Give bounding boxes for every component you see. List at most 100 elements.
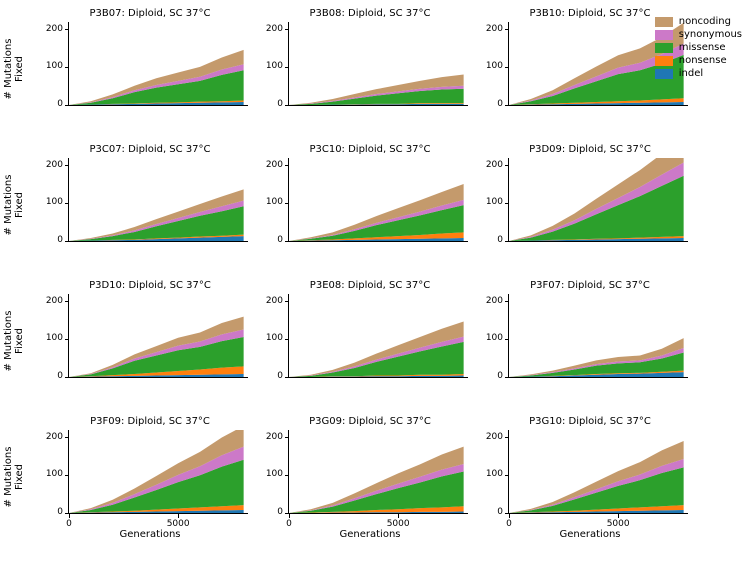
y-tick-label: 100: [35, 334, 63, 343]
subplot: P3E08: Diploid, SC 37°C 0100200: [270, 282, 470, 400]
subplot: P3B08: Diploid, SC 37°C 0100200: [270, 10, 470, 128]
stacked-area-chart: [69, 22, 248, 105]
plot-area: 0100200: [288, 158, 468, 242]
legend-label: synonymous: [679, 29, 742, 40]
subplot-grid: P3B07: Diploid, SC 37°C# MutationsFixed0…: [50, 10, 746, 536]
y-tick-label: 100: [475, 62, 503, 71]
plot-area: 0100200: [68, 22, 248, 106]
stacked-area-chart: [289, 22, 468, 105]
y-tick-label: 100: [475, 470, 503, 479]
y-tick-label: 0: [35, 100, 63, 109]
subplot: P3G10: Diploid, SC 37°CGenerations010020…: [490, 418, 690, 536]
subplot-title: P3G10: Diploid, SC 37°C: [490, 416, 690, 427]
x-axis-label: Generations: [270, 529, 470, 540]
legend-item-indel: indel: [655, 68, 742, 79]
plot-area: 010020005000: [68, 430, 248, 514]
y-tick-label: 100: [255, 198, 283, 207]
y-tick-label: 100: [35, 198, 63, 207]
plot-area: 0100200: [508, 294, 688, 378]
x-tick-label: 5000: [158, 520, 198, 529]
y-tick-label: 200: [255, 161, 283, 170]
subplot-title: P3G09: Diploid, SC 37°C: [270, 416, 470, 427]
legend-swatch: [655, 30, 673, 40]
legend-item-missense: missense: [655, 42, 742, 53]
subplot: P3G09: Diploid, SC 37°CGenerations010020…: [270, 418, 470, 536]
legend: noncoding synonymous missense nonsense indel: [655, 16, 742, 81]
legend-swatch: [655, 69, 673, 79]
subplot-title: P3F09: Diploid, SC 37°C: [50, 416, 250, 427]
subplot: P3C07: Diploid, SC 37°C# MutationsFixed0…: [50, 146, 250, 264]
y-tick-label: 0: [475, 100, 503, 109]
subplot-title: P3D10: Diploid, SC 37°C: [50, 280, 250, 291]
x-tick-label: 0: [49, 520, 89, 529]
subplot: P3C10: Diploid, SC 37°C 0100200: [270, 146, 470, 264]
y-tick-label: 100: [255, 62, 283, 71]
plot-area: 010020005000: [288, 430, 468, 514]
y-tick-label: 200: [35, 297, 63, 306]
legend-label: missense: [679, 42, 726, 53]
x-tick-label: 5000: [378, 520, 418, 529]
y-tick-label: 200: [475, 297, 503, 306]
stacked-area-chart: [69, 430, 248, 513]
y-tick-label: 0: [255, 372, 283, 381]
y-tick-label: 200: [475, 161, 503, 170]
stacked-area-chart: [509, 294, 688, 377]
legend-item-nonsense: nonsense: [655, 55, 742, 66]
y-tick-label: 0: [475, 236, 503, 245]
y-tick-label: 0: [35, 236, 63, 245]
y-tick-label: 0: [255, 508, 283, 517]
plot-area: 0100200: [288, 22, 468, 106]
x-axis-label: Generations: [490, 529, 690, 540]
y-axis-label: # MutationsFixed: [3, 301, 25, 381]
subplot-title: P3B07: Diploid, SC 37°C: [50, 8, 250, 19]
stacked-area-chart: [289, 294, 468, 377]
y-tick-label: 100: [255, 470, 283, 479]
legend-item-synonymous: synonymous: [655, 29, 742, 40]
legend-swatch: [655, 43, 673, 53]
stacked-area-chart: [509, 158, 688, 241]
subplot: P3D09: Diploid, SC 37°C 0100200: [490, 146, 690, 264]
stacked-area-chart: [289, 430, 468, 513]
y-tick-label: 200: [475, 25, 503, 34]
y-tick-label: 200: [255, 433, 283, 442]
y-tick-label: 100: [35, 470, 63, 479]
y-tick-label: 200: [255, 297, 283, 306]
y-tick-label: 100: [475, 198, 503, 207]
subplot-title: P3C10: Diploid, SC 37°C: [270, 144, 470, 155]
plot-area: 0100200: [68, 158, 248, 242]
subplot-title: P3F07: Diploid, SC 37°C: [490, 280, 690, 291]
y-tick-label: 0: [35, 508, 63, 517]
y-axis-label: # MutationsFixed: [3, 437, 25, 517]
y-tick-label: 100: [255, 334, 283, 343]
subplot-title: P3E08: Diploid, SC 37°C: [270, 280, 470, 291]
subplot: P3F07: Diploid, SC 37°C 0100200: [490, 282, 690, 400]
y-tick-label: 200: [475, 433, 503, 442]
subplot-title: P3C07: Diploid, SC 37°C: [50, 144, 250, 155]
legend-label: indel: [679, 68, 703, 79]
y-tick-label: 0: [475, 372, 503, 381]
subplot: P3F09: Diploid, SC 37°CGenerations# Muta…: [50, 418, 250, 536]
subplot: P3D10: Diploid, SC 37°C# MutationsFixed0…: [50, 282, 250, 400]
subplot: P3B07: Diploid, SC 37°C# MutationsFixed0…: [50, 10, 250, 128]
plot-area: 0100200: [508, 158, 688, 242]
y-tick-label: 100: [35, 62, 63, 71]
stacked-area-chart: [289, 158, 468, 241]
y-tick-label: 200: [35, 161, 63, 170]
legend-label: noncoding: [679, 16, 731, 27]
y-tick-label: 200: [35, 433, 63, 442]
subplot-title: P3B08: Diploid, SC 37°C: [270, 8, 470, 19]
subplot-title: P3D09: Diploid, SC 37°C: [490, 144, 690, 155]
legend-item-noncoding: noncoding: [655, 16, 742, 27]
plot-area: 010020005000: [508, 430, 688, 514]
y-tick-label: 0: [255, 236, 283, 245]
y-tick-label: 200: [35, 25, 63, 34]
stacked-area-chart: [509, 430, 688, 513]
y-tick-label: 0: [35, 372, 63, 381]
y-tick-label: 200: [255, 25, 283, 34]
legend-label: nonsense: [679, 55, 727, 66]
y-axis-label: # MutationsFixed: [3, 29, 25, 109]
x-tick-label: 5000: [598, 520, 638, 529]
x-axis-label: Generations: [50, 529, 250, 540]
legend-swatch: [655, 17, 673, 27]
plot-area: 0100200: [288, 294, 468, 378]
